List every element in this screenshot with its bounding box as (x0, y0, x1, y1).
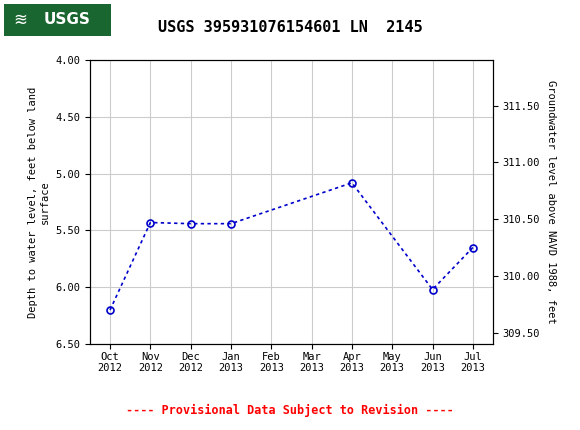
Bar (4, 3, 111, 36)
Text: ---- Provisional Data Subject to Revision ----: ---- Provisional Data Subject to Revisio… (126, 404, 454, 417)
Text: ≋: ≋ (13, 11, 27, 29)
Y-axis label: Groundwater level above NAVD 1988, feet: Groundwater level above NAVD 1988, feet (546, 80, 556, 324)
Y-axis label: Depth to water level, feet below land
surface: Depth to water level, feet below land su… (28, 86, 50, 318)
Bar (3, 3, 113, 37)
Text: USGS: USGS (44, 12, 90, 27)
Text: USGS 395931076154601 LN  2145: USGS 395931076154601 LN 2145 (158, 21, 422, 35)
